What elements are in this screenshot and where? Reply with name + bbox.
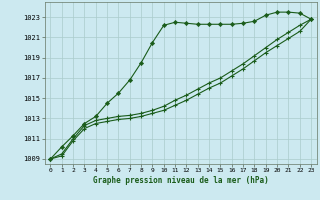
X-axis label: Graphe pression niveau de la mer (hPa): Graphe pression niveau de la mer (hPa) <box>93 176 269 185</box>
